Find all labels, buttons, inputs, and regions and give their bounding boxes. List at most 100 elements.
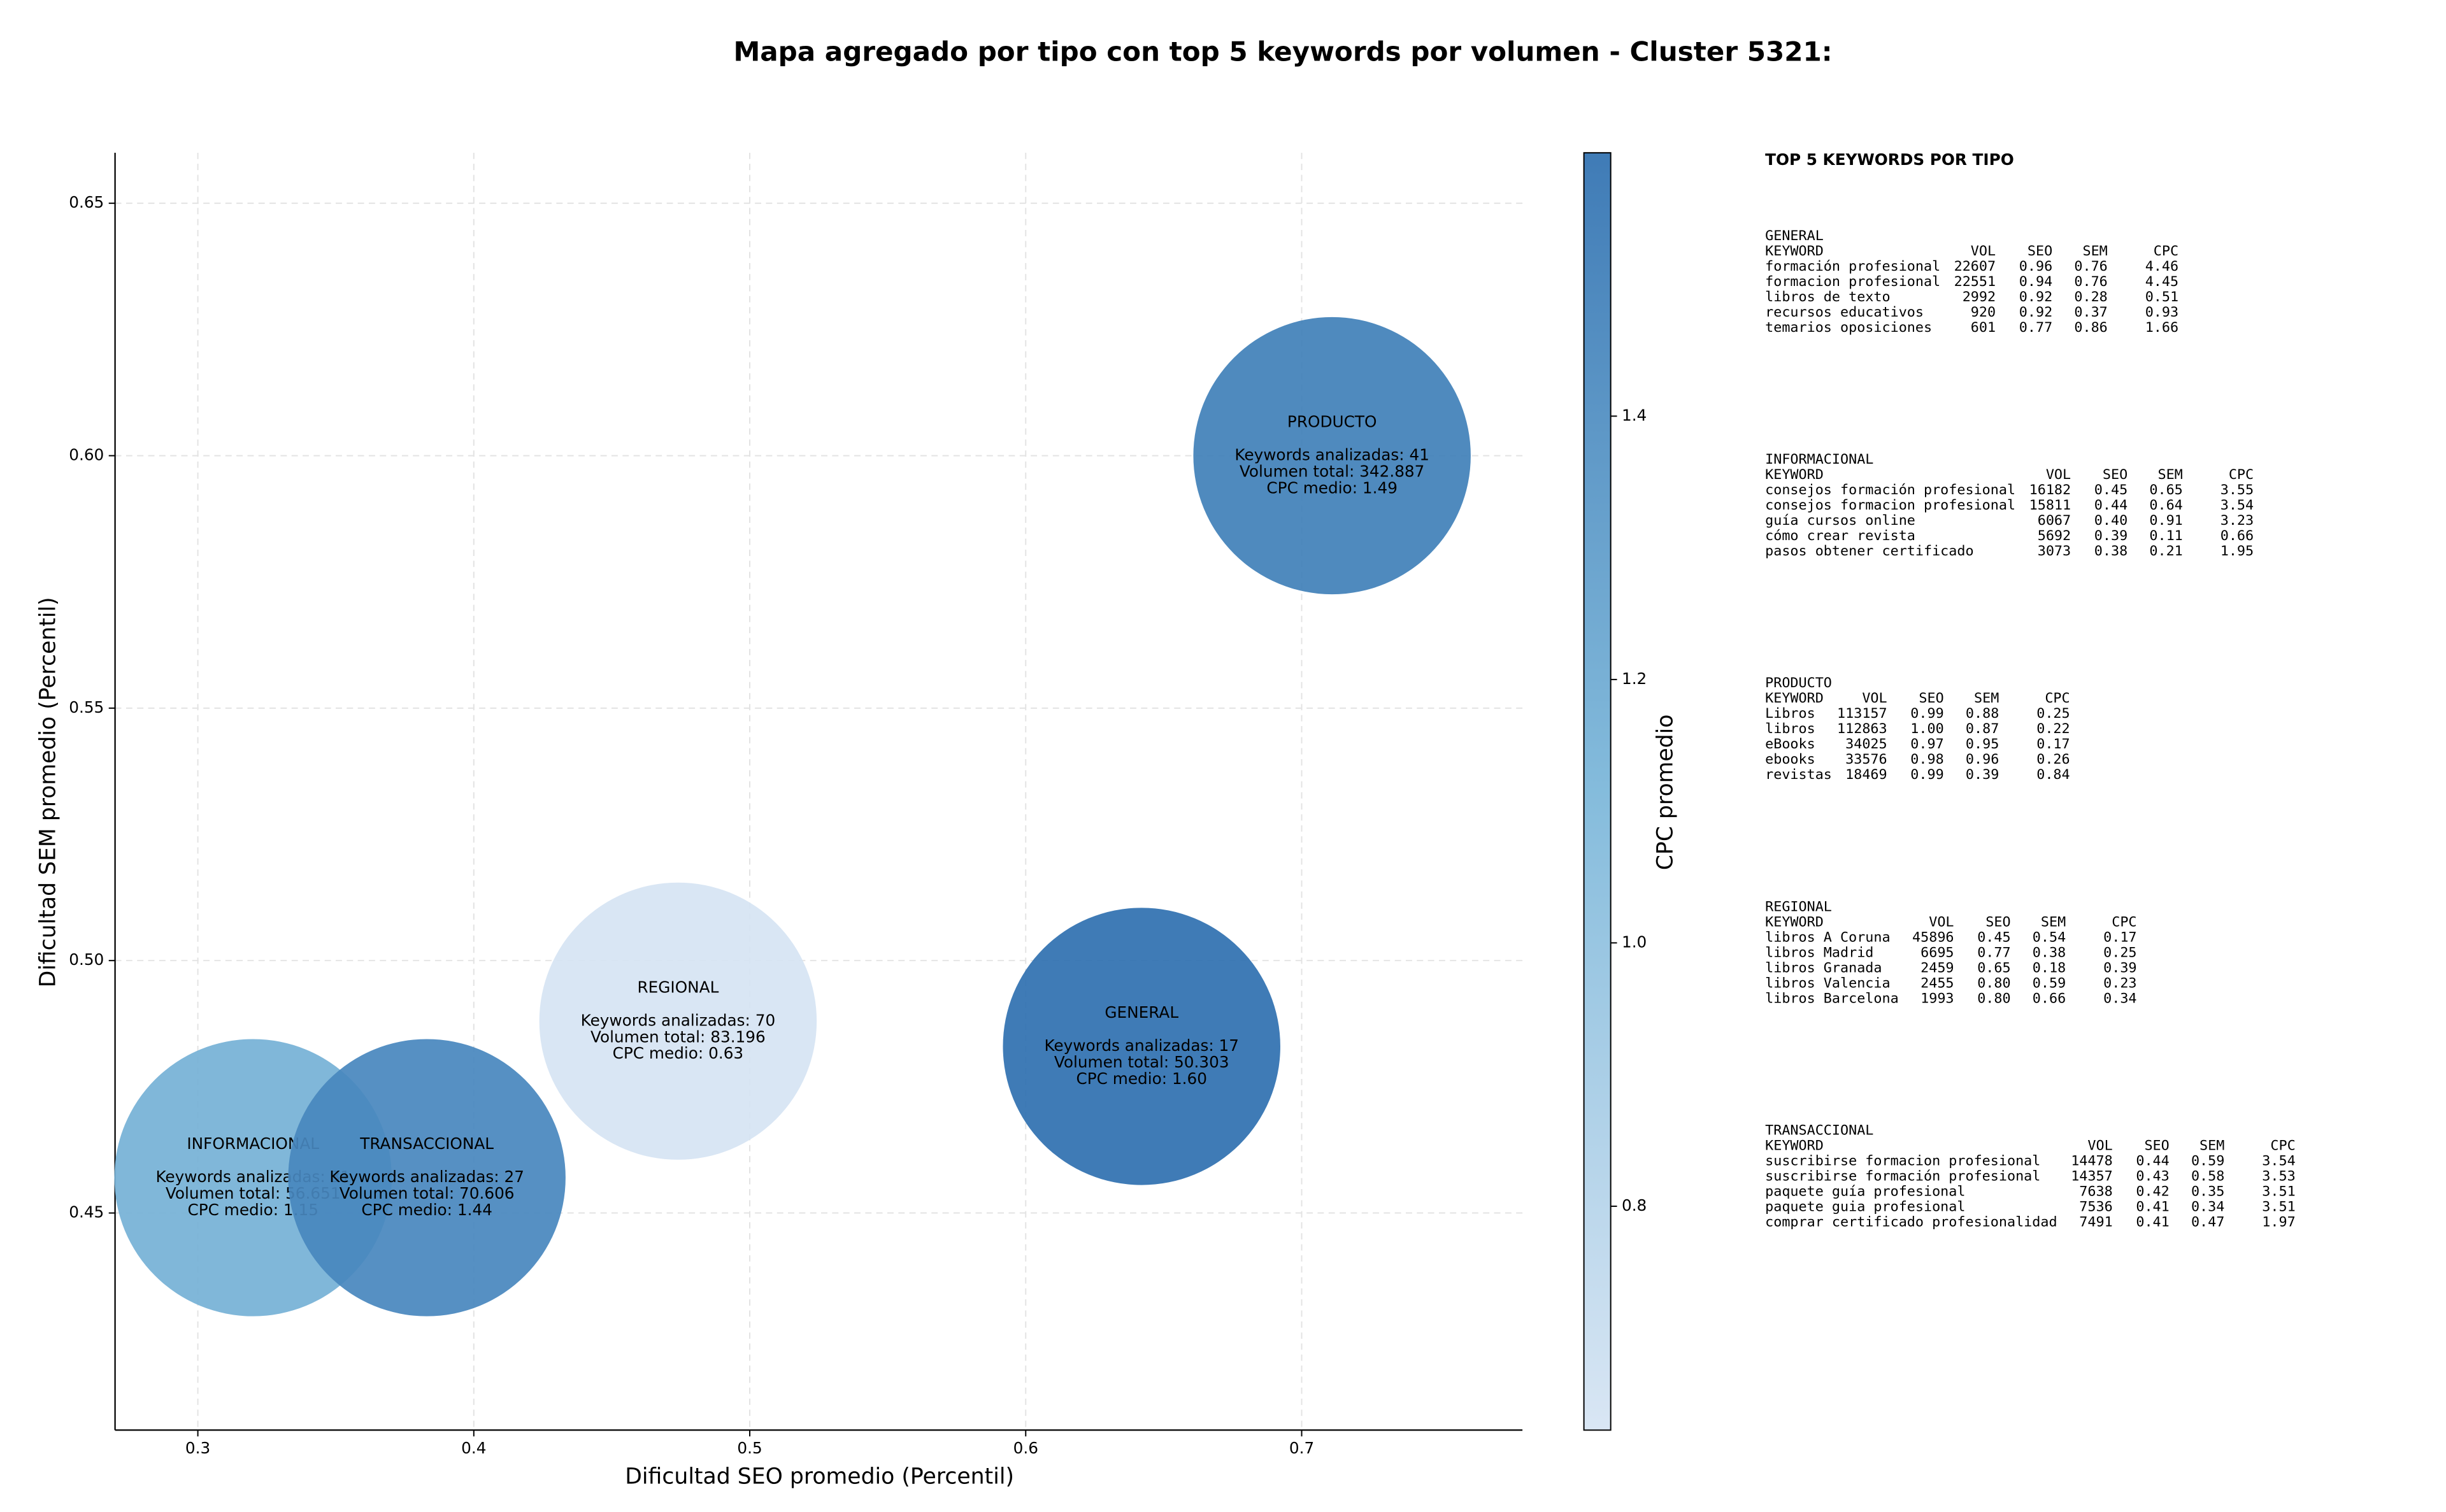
column-header: VOL — [1971, 243, 1996, 259]
table-cell: 0.93 — [2145, 304, 2178, 320]
table-cell: 0.39 — [1966, 767, 1999, 783]
table-cell: 0.91 — [2149, 513, 2182, 529]
table-cell: 0.39 — [2094, 528, 2128, 544]
column-header: SEO — [1985, 914, 2010, 930]
table-cell: libros Valencia — [1765, 975, 1890, 991]
bubble — [1003, 908, 1280, 1185]
table-cell: 1.00 — [1910, 721, 1943, 737]
column-header: SEO — [2103, 467, 2128, 483]
table-cell: guía cursos online — [1765, 513, 1915, 529]
table-cell: 0.23 — [2103, 975, 2136, 991]
bubble-label: CPC medio: 1.49 — [1266, 478, 1398, 497]
table-cell: 2992 — [1963, 289, 1996, 305]
table-cell: suscribirse formación profesional — [1765, 1169, 2040, 1185]
table-cell: eBooks — [1765, 736, 1815, 752]
table-cell: temarios oposiciones — [1765, 320, 1932, 336]
table-cell: 0.22 — [2036, 721, 2070, 737]
table-cell: 1.66 — [2145, 320, 2178, 336]
x-axis-label: Dificultad SEO promedio (Percentil) — [625, 1464, 1014, 1490]
bubble-label: Keywords analizadas: 70 — [581, 1011, 776, 1029]
table-cell: 15811 — [2029, 497, 2071, 513]
table-cell: consejos formacion profesional — [1765, 497, 2015, 513]
table-cell: formacion profesional — [1765, 274, 1940, 290]
table-cell: 6695 — [1920, 945, 1954, 960]
table-cell: 0.99 — [1910, 706, 1943, 722]
bubble-label: Keywords analizadas: 17 — [1044, 1036, 1239, 1055]
group-name: GENERAL — [1765, 228, 1824, 244]
table-cell: 0.41 — [2136, 1199, 2169, 1215]
table-cell: 0.54 — [2033, 929, 2066, 945]
table-cell: 0.44 — [2094, 497, 2128, 513]
table-cell: libros Granada — [1765, 960, 1882, 976]
table-cell: Libros — [1765, 706, 1815, 722]
table-cell: paquete guía profesional — [1765, 1184, 1965, 1200]
table-cell: 0.88 — [1966, 706, 1999, 722]
table-cell: pasos obtener certificado — [1765, 543, 1973, 559]
bubble-label: Keywords analizadas: 41 — [1234, 445, 1429, 464]
colorbar — [1583, 152, 1612, 1431]
table-cell: 112863 — [1837, 721, 1887, 737]
table-cell: 3.54 — [2262, 1153, 2295, 1169]
table-cell: 0.59 — [2033, 975, 2066, 991]
table-cell: 0.59 — [2191, 1153, 2224, 1169]
table-cell: 0.65 — [1977, 960, 2010, 976]
bubble-name: PRODUCTO — [1287, 413, 1377, 431]
column-header: SEM — [2082, 243, 2107, 259]
table-cell: 0.96 — [2019, 259, 2052, 275]
colorbar-tick-label: 1.4 — [1622, 406, 1647, 424]
column-header: SEM — [2041, 914, 2066, 930]
table-cell: 0.58 — [2191, 1169, 2224, 1185]
table-cell: 18469 — [1845, 767, 1887, 783]
table-cell: libros Barcelona — [1765, 990, 1899, 1006]
table-cell: 5692 — [2038, 528, 2071, 544]
table-cell: 0.99 — [1910, 767, 1943, 783]
table-cell: 7491 — [2079, 1214, 2112, 1230]
y-tick-label: 0.60 — [69, 445, 104, 464]
table-cell: 3.54 — [2221, 497, 2254, 513]
table-cell: 0.95 — [1966, 736, 1999, 752]
y-tick-label: 0.45 — [69, 1203, 104, 1222]
table-cell: 2459 — [1920, 960, 1954, 976]
table-cell: 0.41 — [2136, 1214, 2169, 1230]
table-cell: formación profesional — [1765, 259, 1940, 275]
table-cell: 33576 — [1845, 752, 1887, 767]
table-cell: 16182 — [2029, 482, 2071, 498]
column-header: SEM — [2199, 1138, 2224, 1154]
column-header: CPC — [2045, 690, 2070, 706]
table-cell: 3.51 — [2262, 1199, 2295, 1215]
table-cell: 22607 — [1954, 259, 1996, 275]
column-header: KEYWORD — [1765, 690, 1824, 706]
column-header: CPC — [2112, 914, 2136, 930]
table-cell: recursos educativos — [1765, 304, 1924, 320]
bubble-label: Volumen total: 342.887 — [1240, 462, 1424, 480]
table-cell: 920 — [1971, 304, 1996, 320]
table-cell: 0.28 — [2074, 289, 2107, 305]
bubble-label: Volumen total: 50.303 — [1054, 1053, 1229, 1071]
bubble-label: CPC medio: 1.60 — [1076, 1069, 1207, 1088]
bubble-label: CPC medio: 0.63 — [613, 1044, 744, 1062]
table-cell: 1.97 — [2262, 1214, 2295, 1230]
table-cell: 601 — [1971, 320, 1996, 336]
table-cell: 2455 — [1920, 975, 1954, 991]
table-cell: 0.65 — [2149, 482, 2182, 498]
table-cell: 0.11 — [2149, 528, 2182, 544]
table-cell: 1993 — [1920, 990, 1954, 1006]
x-tick-label: 0.4 — [461, 1439, 486, 1457]
table-cell: 7536 — [2079, 1199, 2112, 1215]
table-cell: 0.25 — [2103, 945, 2136, 960]
colorbar-tick-label: 1.2 — [1622, 669, 1647, 688]
table-cell: 6067 — [2038, 513, 2071, 529]
bubble-label: Volumen total: 70.606 — [340, 1184, 515, 1202]
column-header: SEO — [2144, 1138, 2169, 1154]
table-cell: 0.87 — [1966, 721, 1999, 737]
table-cell: 0.17 — [2036, 736, 2070, 752]
table-cell: 0.42 — [2136, 1184, 2169, 1200]
table-cell: 0.44 — [2136, 1153, 2169, 1169]
column-header: KEYWORD — [1765, 243, 1824, 259]
table-cell: 0.34 — [2103, 990, 2136, 1006]
colorbar-tick-label: 0.8 — [1622, 1196, 1647, 1215]
table-cell: 0.94 — [2019, 274, 2052, 290]
table-cell: 0.98 — [1910, 752, 1943, 767]
chart-title: Mapa agregado por tipo con top 5 keyword… — [733, 36, 1832, 68]
table-cell: 0.66 — [2033, 990, 2066, 1006]
